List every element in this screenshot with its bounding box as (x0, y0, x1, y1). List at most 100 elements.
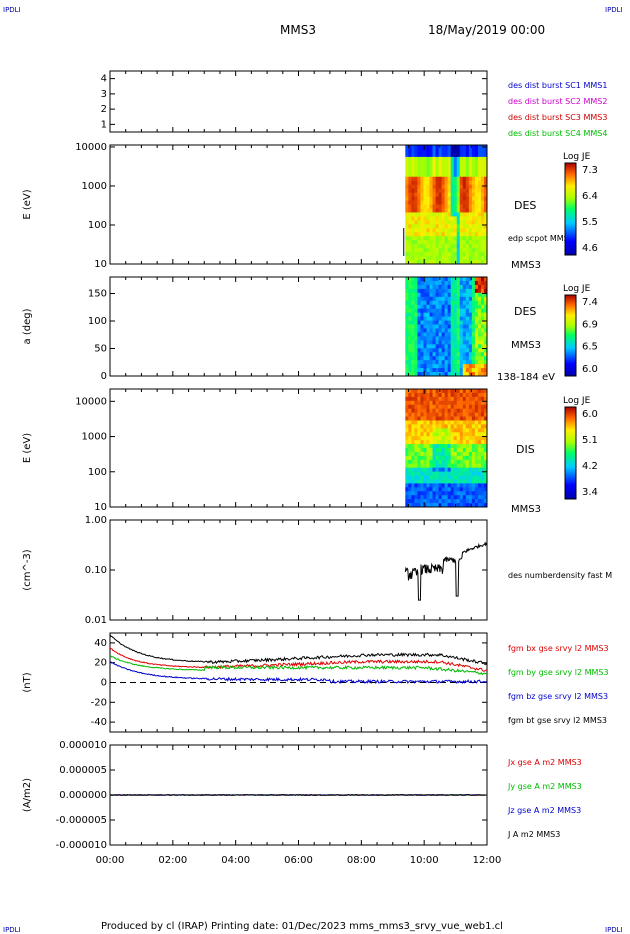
heatmap-cell (459, 352, 464, 357)
heatmap-cell (456, 368, 461, 373)
heatmap-cell (411, 471, 415, 476)
heatmap-cell (435, 475, 439, 480)
heatmap-cell (459, 145, 464, 150)
heatmap-cell (426, 292, 430, 298)
heatmap-cell (474, 416, 479, 421)
heatmap-cell (447, 451, 452, 457)
heatmap-cell (435, 296, 439, 302)
heatmap-cell (468, 192, 473, 197)
heatmap-cell (432, 236, 436, 241)
heatmap-cell (441, 471, 446, 476)
heatmap-cell (444, 467, 449, 472)
heatmap-cell (480, 308, 485, 314)
heatmap-cell (411, 284, 415, 290)
heatmap-cell (429, 455, 433, 461)
heatmap-cell (456, 332, 461, 337)
heatmap-cell (423, 192, 427, 197)
heatmap-cell (450, 444, 455, 449)
heatmap-cell (450, 145, 455, 150)
heatmap-cell (414, 499, 418, 504)
heatmap-cell (471, 192, 476, 197)
heatmap-cell (408, 416, 412, 421)
heatmap-cell (474, 240, 479, 245)
heatmap-cell (471, 308, 476, 314)
heatmap-cell (477, 408, 482, 413)
heatmap-cell (420, 312, 424, 317)
heatmap-cell (462, 344, 467, 349)
heatmap-cell (417, 200, 421, 205)
heatmap-cell (465, 436, 470, 441)
heatmap-cell (444, 244, 449, 249)
heatmap-cell (405, 204, 409, 209)
heatmap-cell (432, 368, 436, 373)
heatmap-cells-3 (405, 389, 488, 508)
heatmap-cell (411, 451, 415, 457)
heatmap-cell (423, 320, 427, 325)
heatmap-cell (438, 396, 443, 402)
heatmap-cell (444, 288, 449, 294)
heatmap-cell (471, 348, 476, 353)
heatmap-cell (465, 340, 470, 345)
heatmap-cell (468, 352, 473, 357)
heatmap-cell (477, 432, 482, 437)
heatmap-cell (405, 256, 409, 261)
heatmap-cell (435, 224, 439, 229)
heatmap-cell (483, 196, 488, 201)
heatmap-cell (405, 440, 409, 445)
heatmap-cell (408, 412, 412, 417)
heatmap-cell (471, 148, 476, 154)
heatmap-cell (453, 348, 458, 353)
heatmap-cell (438, 204, 443, 209)
heatmap-cell (477, 451, 482, 457)
heatmap-cell (414, 428, 418, 433)
heatmap-cell (426, 475, 430, 480)
heatmap-cell (453, 292, 458, 298)
heatmap-cell (414, 188, 418, 193)
heatmap-cell (435, 400, 439, 406)
heatmap-cell (405, 172, 409, 178)
heatmap-cell (459, 412, 464, 417)
heatmap-cell (444, 152, 449, 158)
heatmap-cell (420, 324, 424, 329)
heatmap-cell (453, 228, 458, 233)
heatmap-cell (441, 503, 446, 508)
heatmap-cell (462, 348, 467, 353)
heatmap-cell (447, 364, 452, 369)
heatmap-cell (447, 208, 452, 213)
heatmap-cell (453, 240, 458, 245)
heatmap-cell (411, 192, 415, 197)
y-tick-label-4: 0.01 (85, 615, 107, 626)
colorbar-tick-label: 6.9 (582, 319, 598, 330)
heatmap-cell (414, 420, 418, 425)
heatmap-cell (414, 212, 418, 217)
heatmap-cell (420, 503, 424, 508)
heatmap-cell (483, 236, 488, 241)
heatmap-cell (441, 256, 446, 261)
heatmap-cell (423, 156, 427, 162)
heatmap-cell (453, 236, 458, 241)
heatmap-cell (444, 389, 449, 394)
heatmap-cell (477, 224, 482, 229)
heatmap-cell (483, 356, 488, 361)
heatmap-cell (423, 483, 427, 488)
heatmap-cell (465, 284, 470, 290)
heatmap-cell (477, 164, 482, 170)
heatmap-cell (453, 336, 458, 341)
heatmap-cell (474, 336, 479, 341)
heatmap-cell (462, 451, 467, 457)
heatmap-cell (426, 200, 430, 205)
heatmap-cell (408, 324, 412, 329)
heatmap-cell (441, 428, 446, 433)
heatmap-cell (429, 172, 433, 178)
heatmap-cell (459, 320, 464, 325)
heatmap-cell (459, 436, 464, 441)
heatmap-cell (408, 208, 412, 213)
heatmap-cell (411, 244, 415, 249)
heatmap-cell (459, 475, 464, 480)
heatmap-cell (480, 499, 485, 504)
heatmap-cell (474, 236, 479, 241)
heatmap-cell (447, 260, 452, 265)
heatmap-cell (465, 204, 470, 209)
heatmap-cell (417, 356, 421, 361)
heatmap-cell (477, 188, 482, 193)
